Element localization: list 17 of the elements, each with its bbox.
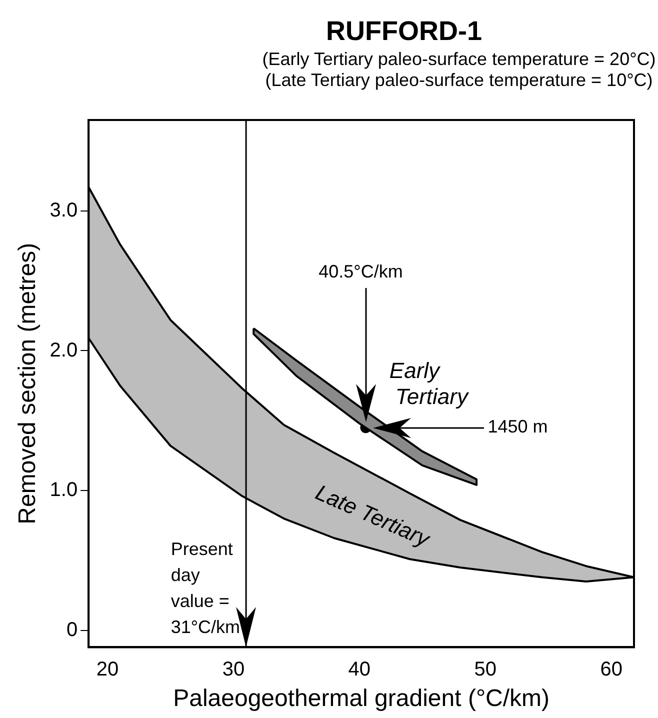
x-tick-label: 20 bbox=[96, 658, 119, 681]
annotation: 40.5°C/km bbox=[318, 262, 403, 282]
annotation: 1450 m bbox=[488, 416, 548, 437]
y-tick-label: 0 bbox=[66, 618, 78, 641]
x-tick-label: 40 bbox=[348, 658, 371, 681]
y-axis-title: Removed section (metres) bbox=[14, 242, 42, 524]
x-tick-label: 60 bbox=[600, 658, 622, 681]
y-tick-label: 1.0 bbox=[50, 479, 78, 502]
chart-subtitle: (Early Tertiary paleo-surface temperature = 20°C) (Late Tertiary paleo-surface temperature = 10°C) bbox=[261, 49, 657, 91]
x-tick-label: 30 bbox=[222, 658, 245, 681]
x-tick-label: 50 bbox=[474, 658, 496, 681]
y-tick-label: 3.0 bbox=[50, 199, 78, 222]
ref-line-label: Present day value = 31°C/km bbox=[170, 539, 240, 638]
x-axis-title: Palaeogeothermal gradient (°C/km) bbox=[173, 685, 550, 712]
series-label: Early Tertiary bbox=[389, 358, 470, 409]
chart-title: RUFFORD-1 bbox=[325, 16, 483, 47]
y-tick-label: 2.0 bbox=[50, 339, 78, 362]
